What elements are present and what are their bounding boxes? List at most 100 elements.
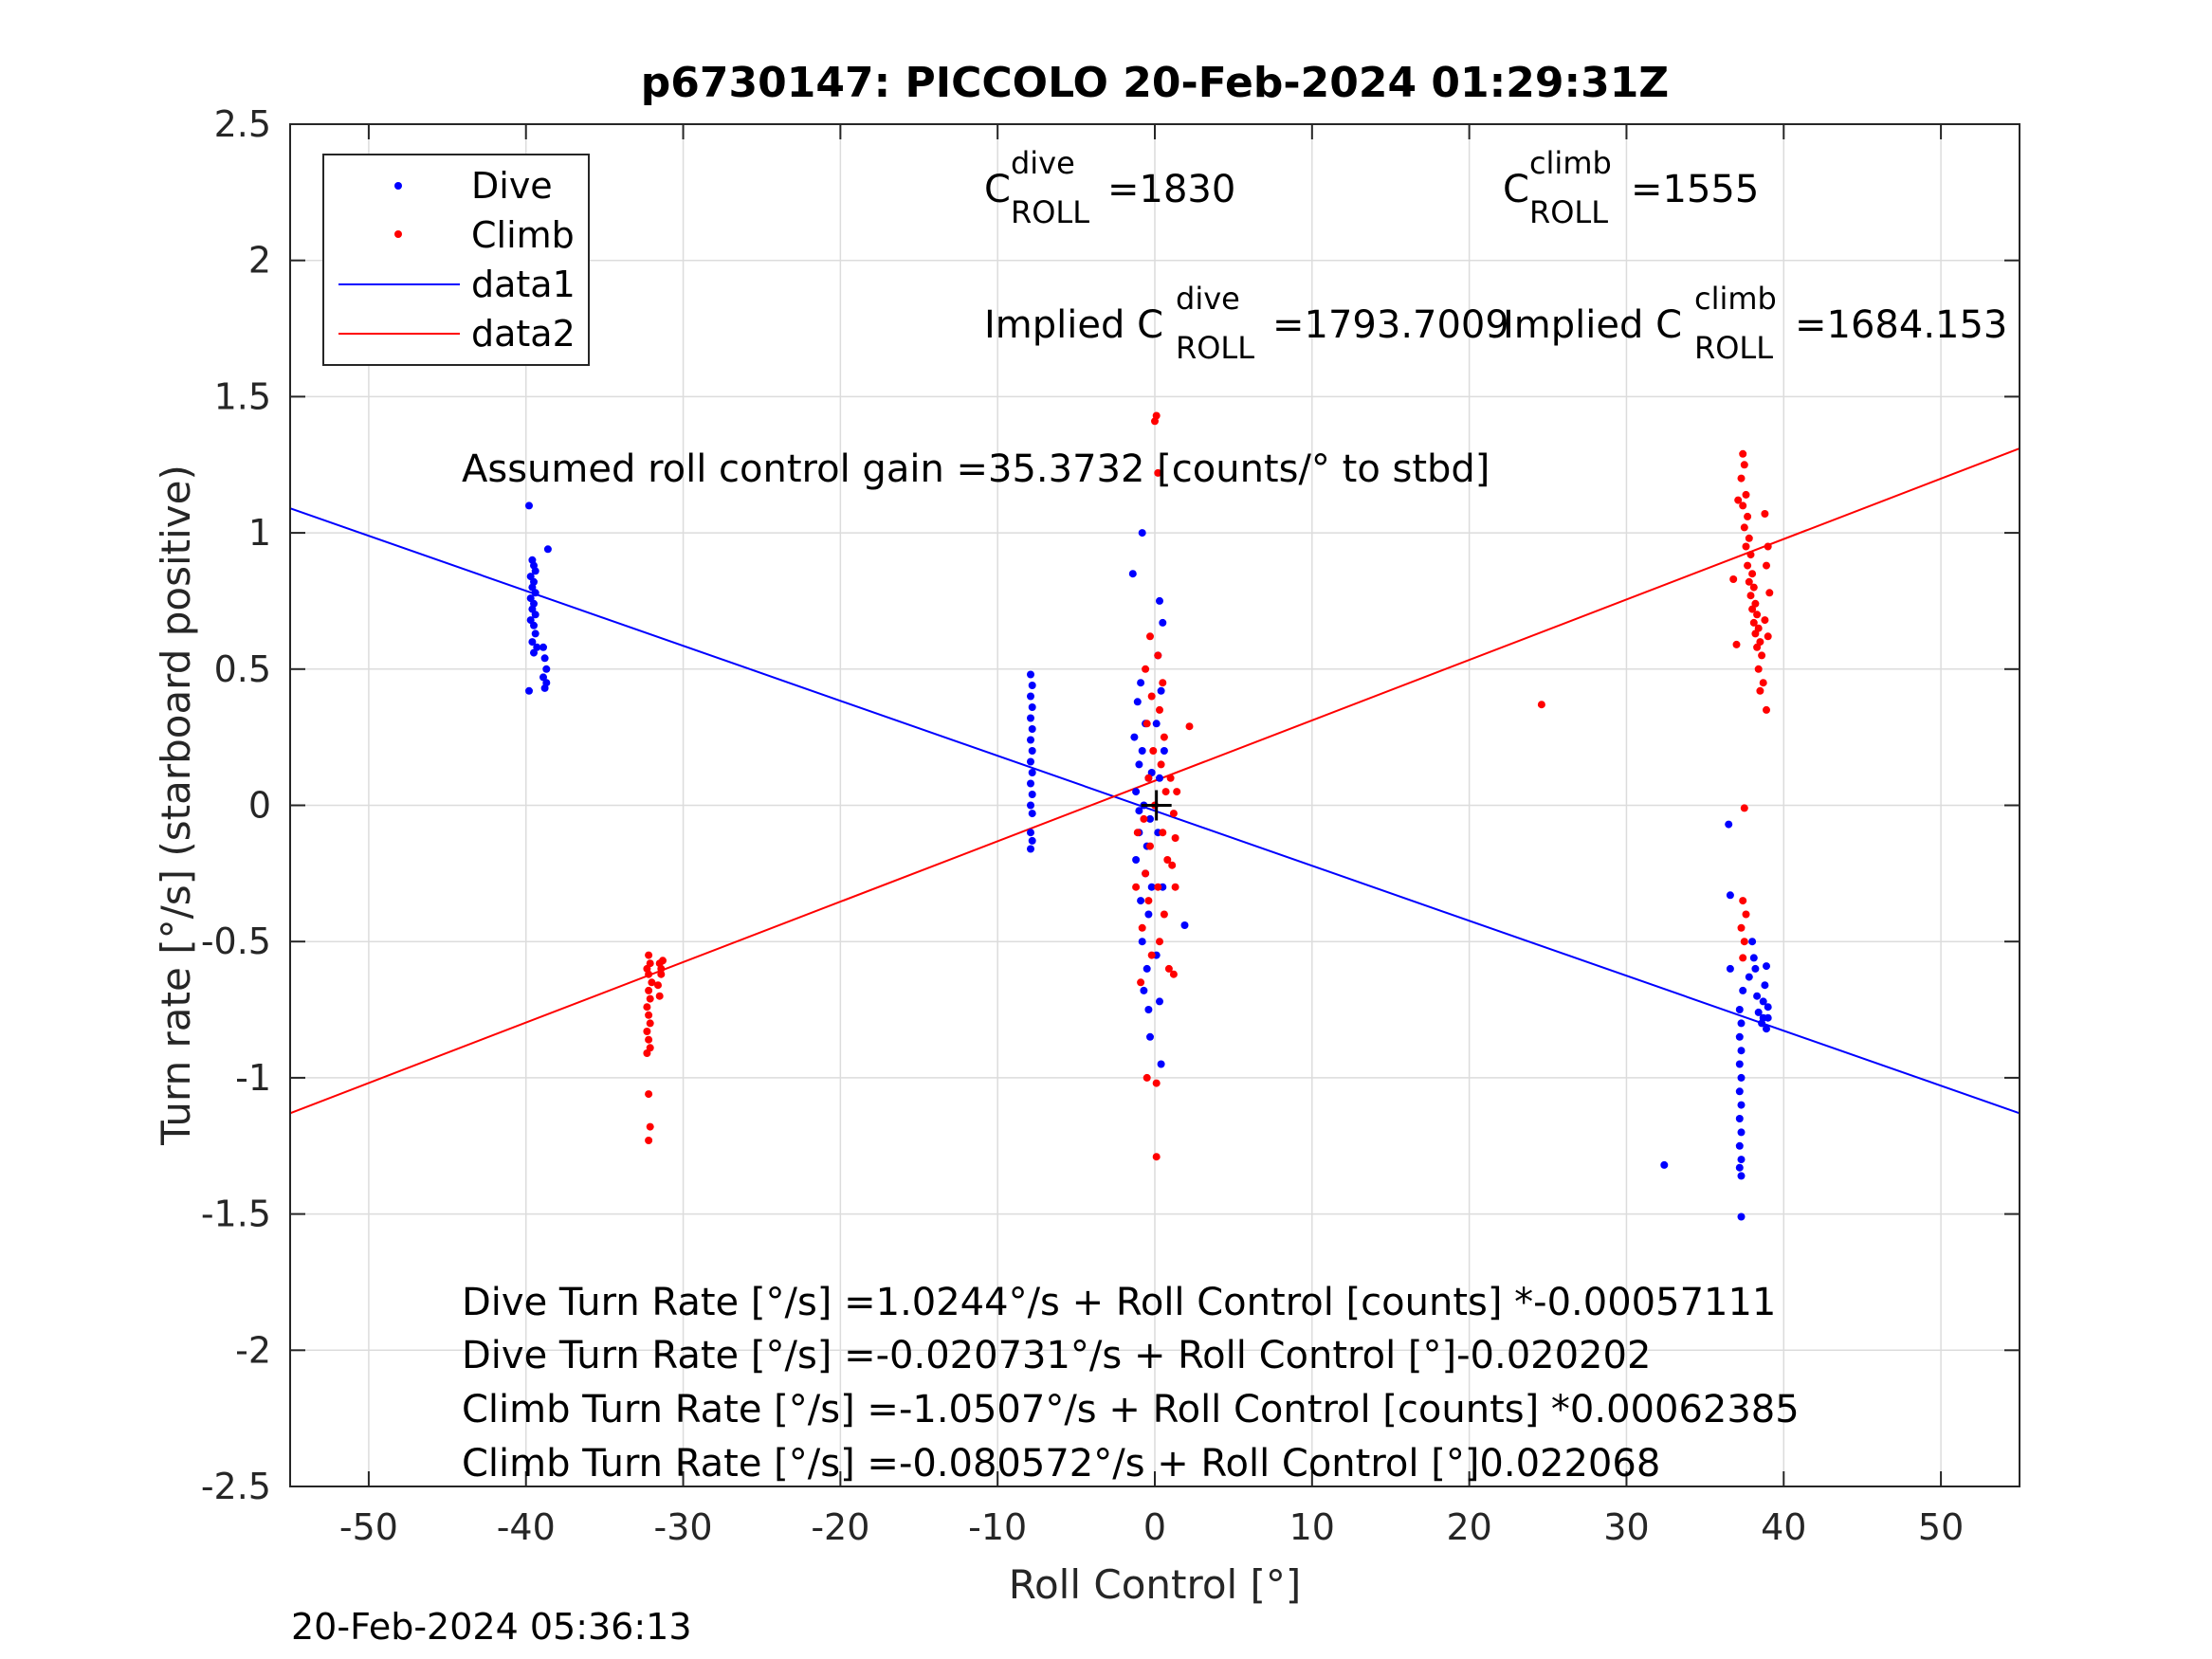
fit-line-dive-counts: Dive Turn Rate [°/s] =1.0244°/s + Roll C… [462,1281,1776,1324]
y-tick-label: 1.5 [214,375,271,417]
dive-point [1763,962,1770,971]
fit-line-climb-degrees: Climb Turn Rate [°/s] =-0.080572°/s + Ro… [462,1442,1660,1486]
x-tick-label: -10 [968,1506,1027,1548]
y-tick-labels: -2.5 -2 -1.5 -1 -0.5 0 0.5 1 1.5 2 2.5 [201,103,271,1507]
climb-point [1732,640,1741,648]
dive-point [1160,747,1168,755]
dive-point [1735,1163,1744,1172]
dive-point [1157,686,1165,695]
climb-point [1739,897,1747,905]
dive-point [1138,938,1146,946]
climb-point [1746,592,1755,600]
climb-point [645,1011,653,1019]
dive-point [1735,1006,1744,1013]
legend-box [322,154,590,366]
climb-point [1739,449,1747,458]
dive-point [1735,1115,1744,1122]
climb-point [1764,542,1772,551]
x-tick-label: -30 [654,1506,713,1548]
climb-point [646,1122,654,1131]
climb-point [645,970,653,978]
dive-point [1735,1060,1744,1068]
climb-point [655,992,664,1000]
implied-dive-value: =1793.7009 [1272,303,1509,347]
climb-point [1169,970,1178,978]
dive-point [1138,529,1146,538]
dive-point [1140,986,1148,994]
dive-point [1132,788,1141,796]
fit-lines [289,447,2020,1115]
dive-point [1737,1073,1746,1082]
dive-point [1028,791,1036,798]
climb-point [657,964,666,973]
climb-point [1169,810,1178,818]
centroid-marker [1141,790,1172,821]
dive-point [1739,986,1747,994]
dive-point [1028,725,1036,733]
dive-point [528,638,537,647]
dive-point [1735,1087,1744,1096]
dive-point [1137,897,1145,905]
dive-point [1027,714,1034,722]
climb-point [1764,632,1772,641]
x-tick-label: -40 [497,1506,556,1548]
dive-point [1764,1003,1772,1012]
y-tick-label: -1 [235,1057,271,1099]
dive-point [533,643,541,651]
implied-climb-sub: ROLL [1694,330,1773,366]
implied-dive-sub: ROLL [1176,330,1254,366]
climb-point [1171,834,1179,842]
dive-point [1737,1128,1746,1137]
x-axis-label: Roll Control [°] [1009,1561,1302,1608]
dive-point [1157,1060,1165,1068]
dive-point [1152,720,1161,728]
dive-point [1027,757,1034,766]
dive-point [1156,596,1163,605]
climb-point [659,957,667,965]
climb-point [1156,705,1163,714]
climb-point [643,1003,651,1012]
climb-point [1160,733,1168,741]
dive-point [1027,692,1034,701]
y-tick-label: -1.5 [201,1194,271,1235]
climb-point [1758,651,1766,660]
y-axis-label: Turn rate [°/s] (starboard positive) [153,465,199,1146]
climb-point [1138,923,1146,932]
dive-point [1144,1006,1153,1013]
climb-point [1152,1079,1161,1087]
dive-point [1725,820,1733,829]
c-dive-annotation: Cdive ROLL =1830 [984,145,1235,230]
y-tick-label: 0 [248,785,271,827]
climb-point [646,1019,654,1028]
climb-point [1144,774,1153,782]
dive-point [1761,981,1769,990]
dive-point [1763,1025,1770,1033]
climb-point [1751,629,1760,638]
legend-climb-marker [394,230,402,238]
y-tick-label: 0.5 [214,648,271,690]
climb-point [1152,1153,1161,1161]
x-tick-label: -50 [339,1506,398,1548]
dive-point [1028,747,1036,755]
climb-point [1154,883,1162,891]
x-tick-label: 50 [1918,1506,1964,1548]
climb-point [1744,512,1752,520]
implied-climb-annotation: Implied C climb ROLL =1684.153 [1503,281,2007,366]
dive-point [531,589,539,597]
implied-climb-base: Implied C [1503,303,1682,347]
y-tick-label: -0.5 [201,921,271,962]
timestamp: 20-Feb-2024 05:36:13 [291,1606,692,1648]
fit-line-data1 [289,507,2020,1115]
climb-point [1729,575,1738,583]
climb-point [1737,923,1746,932]
c-climb-base: C [1503,168,1529,211]
implied-dive-base: Implied C [984,303,1163,347]
y-tick-label: 1 [248,512,271,554]
dive-point [1735,1032,1744,1041]
dive-point [540,684,549,692]
implied-dive-annotation: Implied C dive ROLL =1793.7009 [984,281,1509,366]
climb-point [1154,468,1162,477]
legend-climb-label: Climb [471,214,575,256]
climb-points [643,411,1774,1161]
